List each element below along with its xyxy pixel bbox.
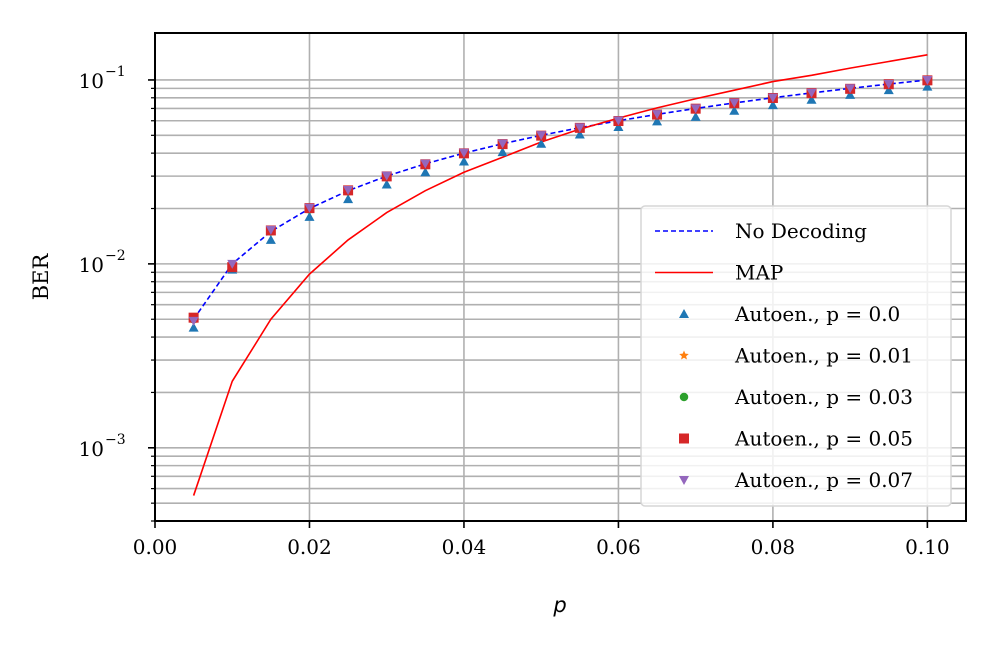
data-point <box>188 322 199 332</box>
data-point <box>420 159 431 169</box>
y-tick-base: 10 <box>79 69 104 93</box>
series-line <box>192 54 928 496</box>
y-tick-exponent: −3 <box>105 432 126 448</box>
data-point <box>381 179 392 189</box>
y-tick-label: 10 −2 <box>79 248 126 277</box>
legend-item: MAP <box>655 261 783 285</box>
data-point <box>458 148 469 158</box>
data-point <box>381 171 392 181</box>
data-point <box>497 139 508 149</box>
data-point <box>652 110 663 120</box>
y-tick-base: 10 <box>79 253 104 277</box>
series-layer <box>188 54 933 496</box>
data-point <box>806 94 817 104</box>
legend-box <box>640 205 952 507</box>
data-point <box>265 234 276 244</box>
data-point <box>458 156 469 166</box>
x-tick-label: 0.10 <box>905 535 950 559</box>
data-point <box>922 75 933 85</box>
data-point <box>690 104 701 114</box>
data-point <box>343 186 354 196</box>
data-point <box>304 203 315 213</box>
x-tick-label: 0.06 <box>596 535 641 559</box>
series-0 <box>192 79 928 320</box>
data-point <box>188 316 199 326</box>
data-point <box>845 84 856 94</box>
data-point <box>497 147 508 157</box>
x-tick-label: 0.02 <box>287 535 332 559</box>
legend-label: No Decoding <box>735 219 867 243</box>
data-point <box>806 88 817 98</box>
data-point <box>227 259 238 269</box>
legend-item: Autoen., p = 0.07 <box>679 468 913 492</box>
data-point <box>265 225 276 235</box>
x-tick-label: 0.04 <box>442 535 487 559</box>
legend-marker-swatch <box>679 309 689 318</box>
legend-item: Autoen., p = 0.03 <box>679 385 913 409</box>
legend-item: No Decoding <box>655 219 867 243</box>
series-6 <box>188 75 933 326</box>
y-tick-label: 10 −1 <box>79 64 126 93</box>
data-point <box>883 85 894 95</box>
data-point <box>343 194 354 204</box>
data-point <box>574 123 585 133</box>
legend-item: Autoen., p = 0.01 <box>679 344 913 368</box>
data-point <box>613 121 624 131</box>
plot-frame <box>154 32 967 522</box>
data-point <box>729 98 740 108</box>
data-point <box>767 93 778 103</box>
legend-marker-swatch <box>679 433 689 444</box>
series-line <box>192 79 928 320</box>
x-tick-label: 0.08 <box>751 535 796 559</box>
data-point <box>574 129 585 139</box>
x-axis-label: p <box>552 593 566 617</box>
data-point <box>845 89 856 99</box>
legend-label: Autoen., p = 0.05 <box>734 427 913 451</box>
data-point <box>767 100 778 110</box>
y-tick-exponent: −2 <box>105 248 126 264</box>
y-tick-label: 10 −3 <box>79 432 126 461</box>
y-axis-label: BER <box>29 253 53 301</box>
data-point <box>536 131 547 141</box>
data-point <box>690 111 701 121</box>
data-point <box>652 116 663 126</box>
legend: No Decoding MAP Autoen., p = 0.0 Autoen., p… <box>640 205 952 507</box>
data-point <box>536 138 547 148</box>
series-1 <box>192 54 928 496</box>
legend-marker-swatch <box>679 392 689 402</box>
legend-marker-swatch <box>679 350 689 360</box>
legend-label: Autoen., p = 0.03 <box>734 385 913 409</box>
legend-label: Autoen., p = 0.0 <box>734 302 900 326</box>
legend-label: Autoen., p = 0.01 <box>734 344 913 368</box>
data-point <box>729 105 740 115</box>
legend-item: Autoen., p = 0.0 <box>679 302 900 326</box>
y-tick-exponent: −1 <box>105 64 126 80</box>
data-point <box>304 211 315 221</box>
data-point <box>420 167 431 177</box>
y-tick-base: 10 <box>79 437 104 461</box>
legend-label: MAP <box>735 261 783 285</box>
legend-item: Autoen., p = 0.05 <box>679 427 913 451</box>
data-point <box>613 116 624 126</box>
x-tick-label: 0.00 <box>133 535 178 559</box>
data-point <box>883 79 894 89</box>
data-point <box>922 81 933 91</box>
legend-label: Autoen., p = 0.07 <box>734 468 913 492</box>
legend-marker-swatch <box>679 476 689 485</box>
